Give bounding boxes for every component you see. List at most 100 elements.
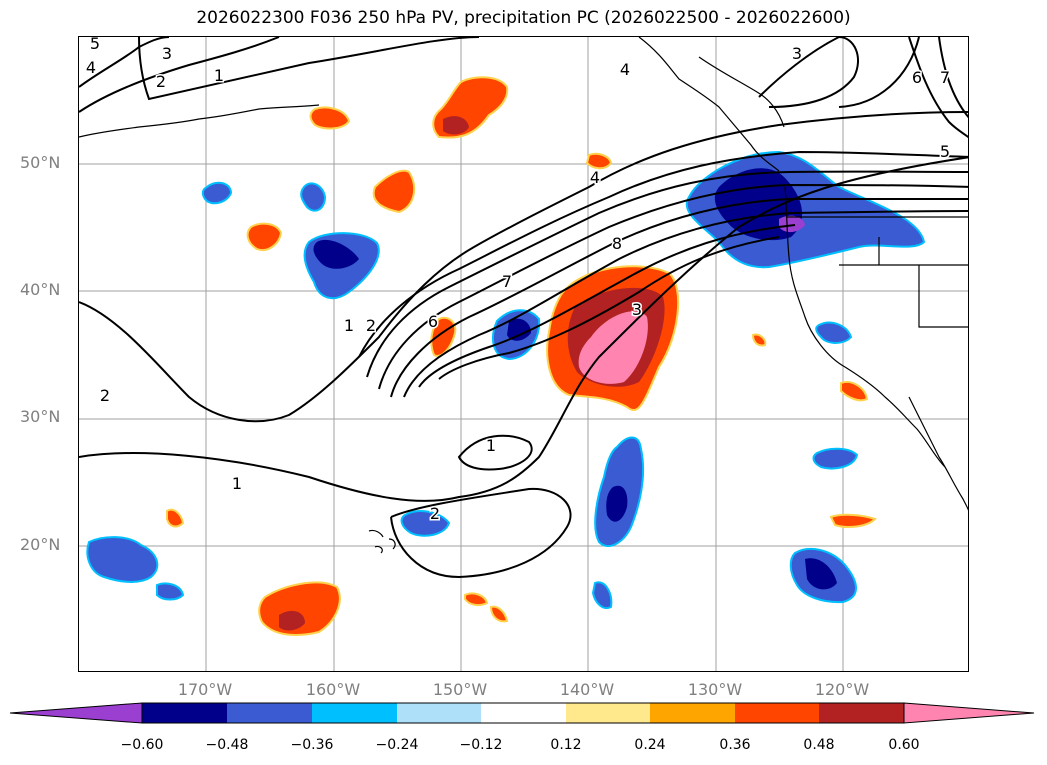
state-borders xyxy=(787,216,968,328)
precip-positive-nw-2 xyxy=(309,106,351,130)
colorbar-segment xyxy=(397,703,481,723)
contour-label: 2 xyxy=(430,504,440,523)
coast-hawaii xyxy=(368,529,396,554)
pv-contour-ne-1 xyxy=(758,37,840,98)
colorbar-tick: −0.24 xyxy=(375,737,419,753)
pv-contour-s-1 xyxy=(457,434,533,471)
map-canvas: 5 4 3 2 1 4 3 6 7 5 4 8 7 6 1 2 3 2 1 1 … xyxy=(79,37,968,671)
contour-label: 4 xyxy=(590,168,600,187)
pv-contour-trough xyxy=(138,37,480,101)
colorbar-tick: 0.60 xyxy=(888,737,920,753)
contour-labels: 5 4 3 2 1 4 3 6 7 5 4 8 7 6 1 2 3 2 1 1 … xyxy=(84,37,951,525)
map-title: 2026022300 F036 250 hPa PV, precipitatio… xyxy=(196,8,851,28)
colorbar-tick: 0.36 xyxy=(719,737,751,753)
colorbar-segment xyxy=(227,703,312,723)
lon-label-170w: 170°W xyxy=(177,680,233,699)
contour-label: 4 xyxy=(620,60,630,79)
pv-contour-inner xyxy=(438,236,780,380)
colorbar-segment xyxy=(735,703,819,723)
lon-label-130w: 130°W xyxy=(687,680,743,699)
pv-contour-6 xyxy=(390,197,968,398)
contour-label: 7 xyxy=(940,68,950,87)
lon-label-120w: 120°W xyxy=(814,680,870,699)
contour-label: 2 xyxy=(156,72,166,91)
precip-negative-small-4 xyxy=(812,447,859,470)
precip-positive-sw-core xyxy=(279,610,305,631)
pv-contour-3 xyxy=(358,150,968,358)
pv-contour-ne-3 xyxy=(908,37,968,139)
pv-contour-8 xyxy=(418,224,796,388)
precip-negative-nw-us-peak xyxy=(779,215,805,233)
colorbar-segment xyxy=(142,703,227,723)
precip-positive-nw-1-core xyxy=(443,116,469,135)
colorbar-canvas xyxy=(10,702,1035,724)
precip-negative-small-2 xyxy=(201,181,233,205)
colorbar-tick: −0.12 xyxy=(459,737,503,753)
precip-positive-sm-1 xyxy=(166,508,185,528)
contour-label: 5 xyxy=(940,142,950,161)
precip-negative-sw xyxy=(86,536,159,583)
coast-aleutians xyxy=(79,104,320,138)
pv-contour-nw-2 xyxy=(79,37,280,113)
contour-label: 1 xyxy=(232,474,242,493)
precip-positive-sm-4 xyxy=(829,513,877,528)
colorbar-tick: 0.48 xyxy=(803,737,835,753)
pv-contours xyxy=(79,37,968,579)
map-panel[interactable]: 5 4 3 2 1 4 3 6 7 5 4 8 7 6 1 2 3 2 1 1 … xyxy=(78,36,969,672)
contour-label: 3 xyxy=(632,300,642,319)
pv-contour-5 xyxy=(378,183,968,390)
precip-negative-small-5 xyxy=(815,321,853,344)
contour-label: 4 xyxy=(86,58,96,77)
precip-positive-ca xyxy=(840,381,869,402)
precip-negative-small-1 xyxy=(300,182,327,212)
lon-label-140w: 140°W xyxy=(559,680,615,699)
pv-contour-nw-1 xyxy=(79,37,170,88)
lat-label-40n: 40°N xyxy=(20,280,61,299)
colorbar-outline xyxy=(141,702,905,724)
coast-west-us xyxy=(784,186,946,468)
colorbar-tick: −0.36 xyxy=(290,737,334,753)
colorbar-tick: −0.48 xyxy=(205,737,249,753)
precip-negative-mid-west-core xyxy=(313,239,359,269)
colorbar-segment xyxy=(819,703,904,723)
contour-label: 2 xyxy=(366,316,376,335)
pv-contour-s-2 xyxy=(390,487,572,579)
precip-negative-ne-hawaii-core xyxy=(805,558,837,590)
precip-negative-small-3 xyxy=(400,510,451,537)
precip-positive-mid-1 xyxy=(372,169,416,214)
precip-negative-south-core xyxy=(606,485,628,522)
coastlines xyxy=(79,37,968,554)
precip-positive-sm-3 xyxy=(489,605,509,623)
contour-label: 3 xyxy=(792,44,802,63)
colorbar-extend-max xyxy=(903,702,1035,724)
contour-label: 1 xyxy=(486,436,496,455)
coast-alaska xyxy=(638,37,780,172)
colorbar: −0.60 −0.48 −0.36 −0.24 −0.12 0.12 0.24 … xyxy=(10,700,1037,760)
pv-contour-2 xyxy=(79,111,968,423)
precip-positive-north xyxy=(585,152,613,170)
precip-positive-central-peak xyxy=(578,311,648,384)
lat-label-50n: 50°N xyxy=(20,153,61,172)
precip-positive-mid-2 xyxy=(246,222,283,251)
contour-label: 6 xyxy=(912,68,922,87)
colorbar-segment xyxy=(650,703,735,723)
colorbar-segment xyxy=(312,703,397,723)
contour-label: 1 xyxy=(344,316,354,335)
contour-label: 7 xyxy=(502,272,512,291)
precip-positive-sm-2 xyxy=(464,592,489,607)
colorbar-segment xyxy=(566,703,650,723)
colorbar-tick: 0.12 xyxy=(550,737,582,753)
colorbar-tick: −0.60 xyxy=(120,737,164,753)
pv-contour-ne-4 xyxy=(938,37,968,119)
precip-blobs xyxy=(86,76,926,636)
lon-label-160w: 160°W xyxy=(305,680,361,699)
colorbar-segment xyxy=(481,703,566,723)
lat-label-30n: 30°N xyxy=(20,407,61,426)
precip-negative-small-7 xyxy=(591,581,613,609)
pv-contour-1 xyxy=(79,156,968,502)
contour-label: 6 xyxy=(428,312,438,331)
pv-contour-4 xyxy=(366,170,968,378)
contour-label: 8 xyxy=(612,234,622,253)
precip-negative-small-6 xyxy=(156,582,185,601)
contour-label: 3 xyxy=(162,44,172,63)
